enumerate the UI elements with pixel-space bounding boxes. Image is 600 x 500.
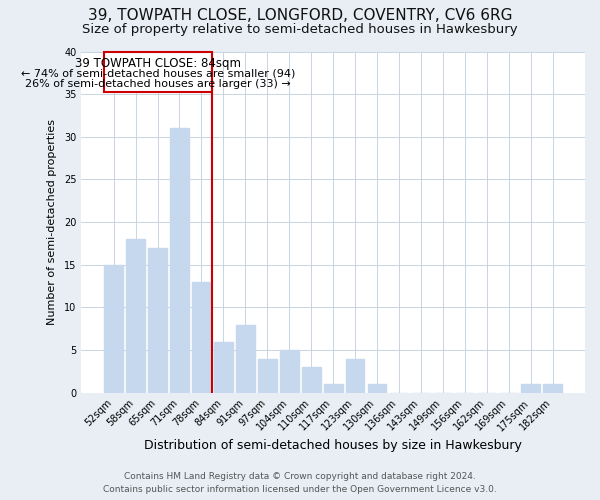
X-axis label: Distribution of semi-detached houses by size in Hawkesbury: Distribution of semi-detached houses by … — [144, 440, 522, 452]
Text: 39, TOWPATH CLOSE, LONGFORD, COVENTRY, CV6 6RG: 39, TOWPATH CLOSE, LONGFORD, COVENTRY, C… — [88, 8, 512, 22]
Bar — [368, 384, 386, 393]
Bar — [280, 350, 299, 393]
Bar — [324, 384, 343, 393]
Bar — [302, 367, 320, 393]
Bar — [192, 282, 211, 393]
Text: ← 74% of semi-detached houses are smaller (94): ← 74% of semi-detached houses are smalle… — [21, 68, 295, 78]
Text: Size of property relative to semi-detached houses in Hawkesbury: Size of property relative to semi-detach… — [82, 22, 518, 36]
Bar — [521, 384, 540, 393]
Bar — [126, 239, 145, 393]
Bar — [104, 265, 123, 393]
Bar — [236, 324, 254, 393]
Text: 26% of semi-detached houses are larger (33) →: 26% of semi-detached houses are larger (… — [25, 79, 291, 89]
Bar — [258, 358, 277, 393]
FancyBboxPatch shape — [104, 52, 212, 92]
Bar — [346, 358, 364, 393]
Bar — [544, 384, 562, 393]
Y-axis label: Number of semi-detached properties: Number of semi-detached properties — [47, 119, 57, 325]
Bar — [214, 342, 233, 393]
Bar — [148, 248, 167, 393]
Text: Contains HM Land Registry data © Crown copyright and database right 2024.
Contai: Contains HM Land Registry data © Crown c… — [103, 472, 497, 494]
Bar — [170, 128, 189, 393]
Text: 39 TOWPATH CLOSE: 84sqm: 39 TOWPATH CLOSE: 84sqm — [75, 58, 241, 70]
